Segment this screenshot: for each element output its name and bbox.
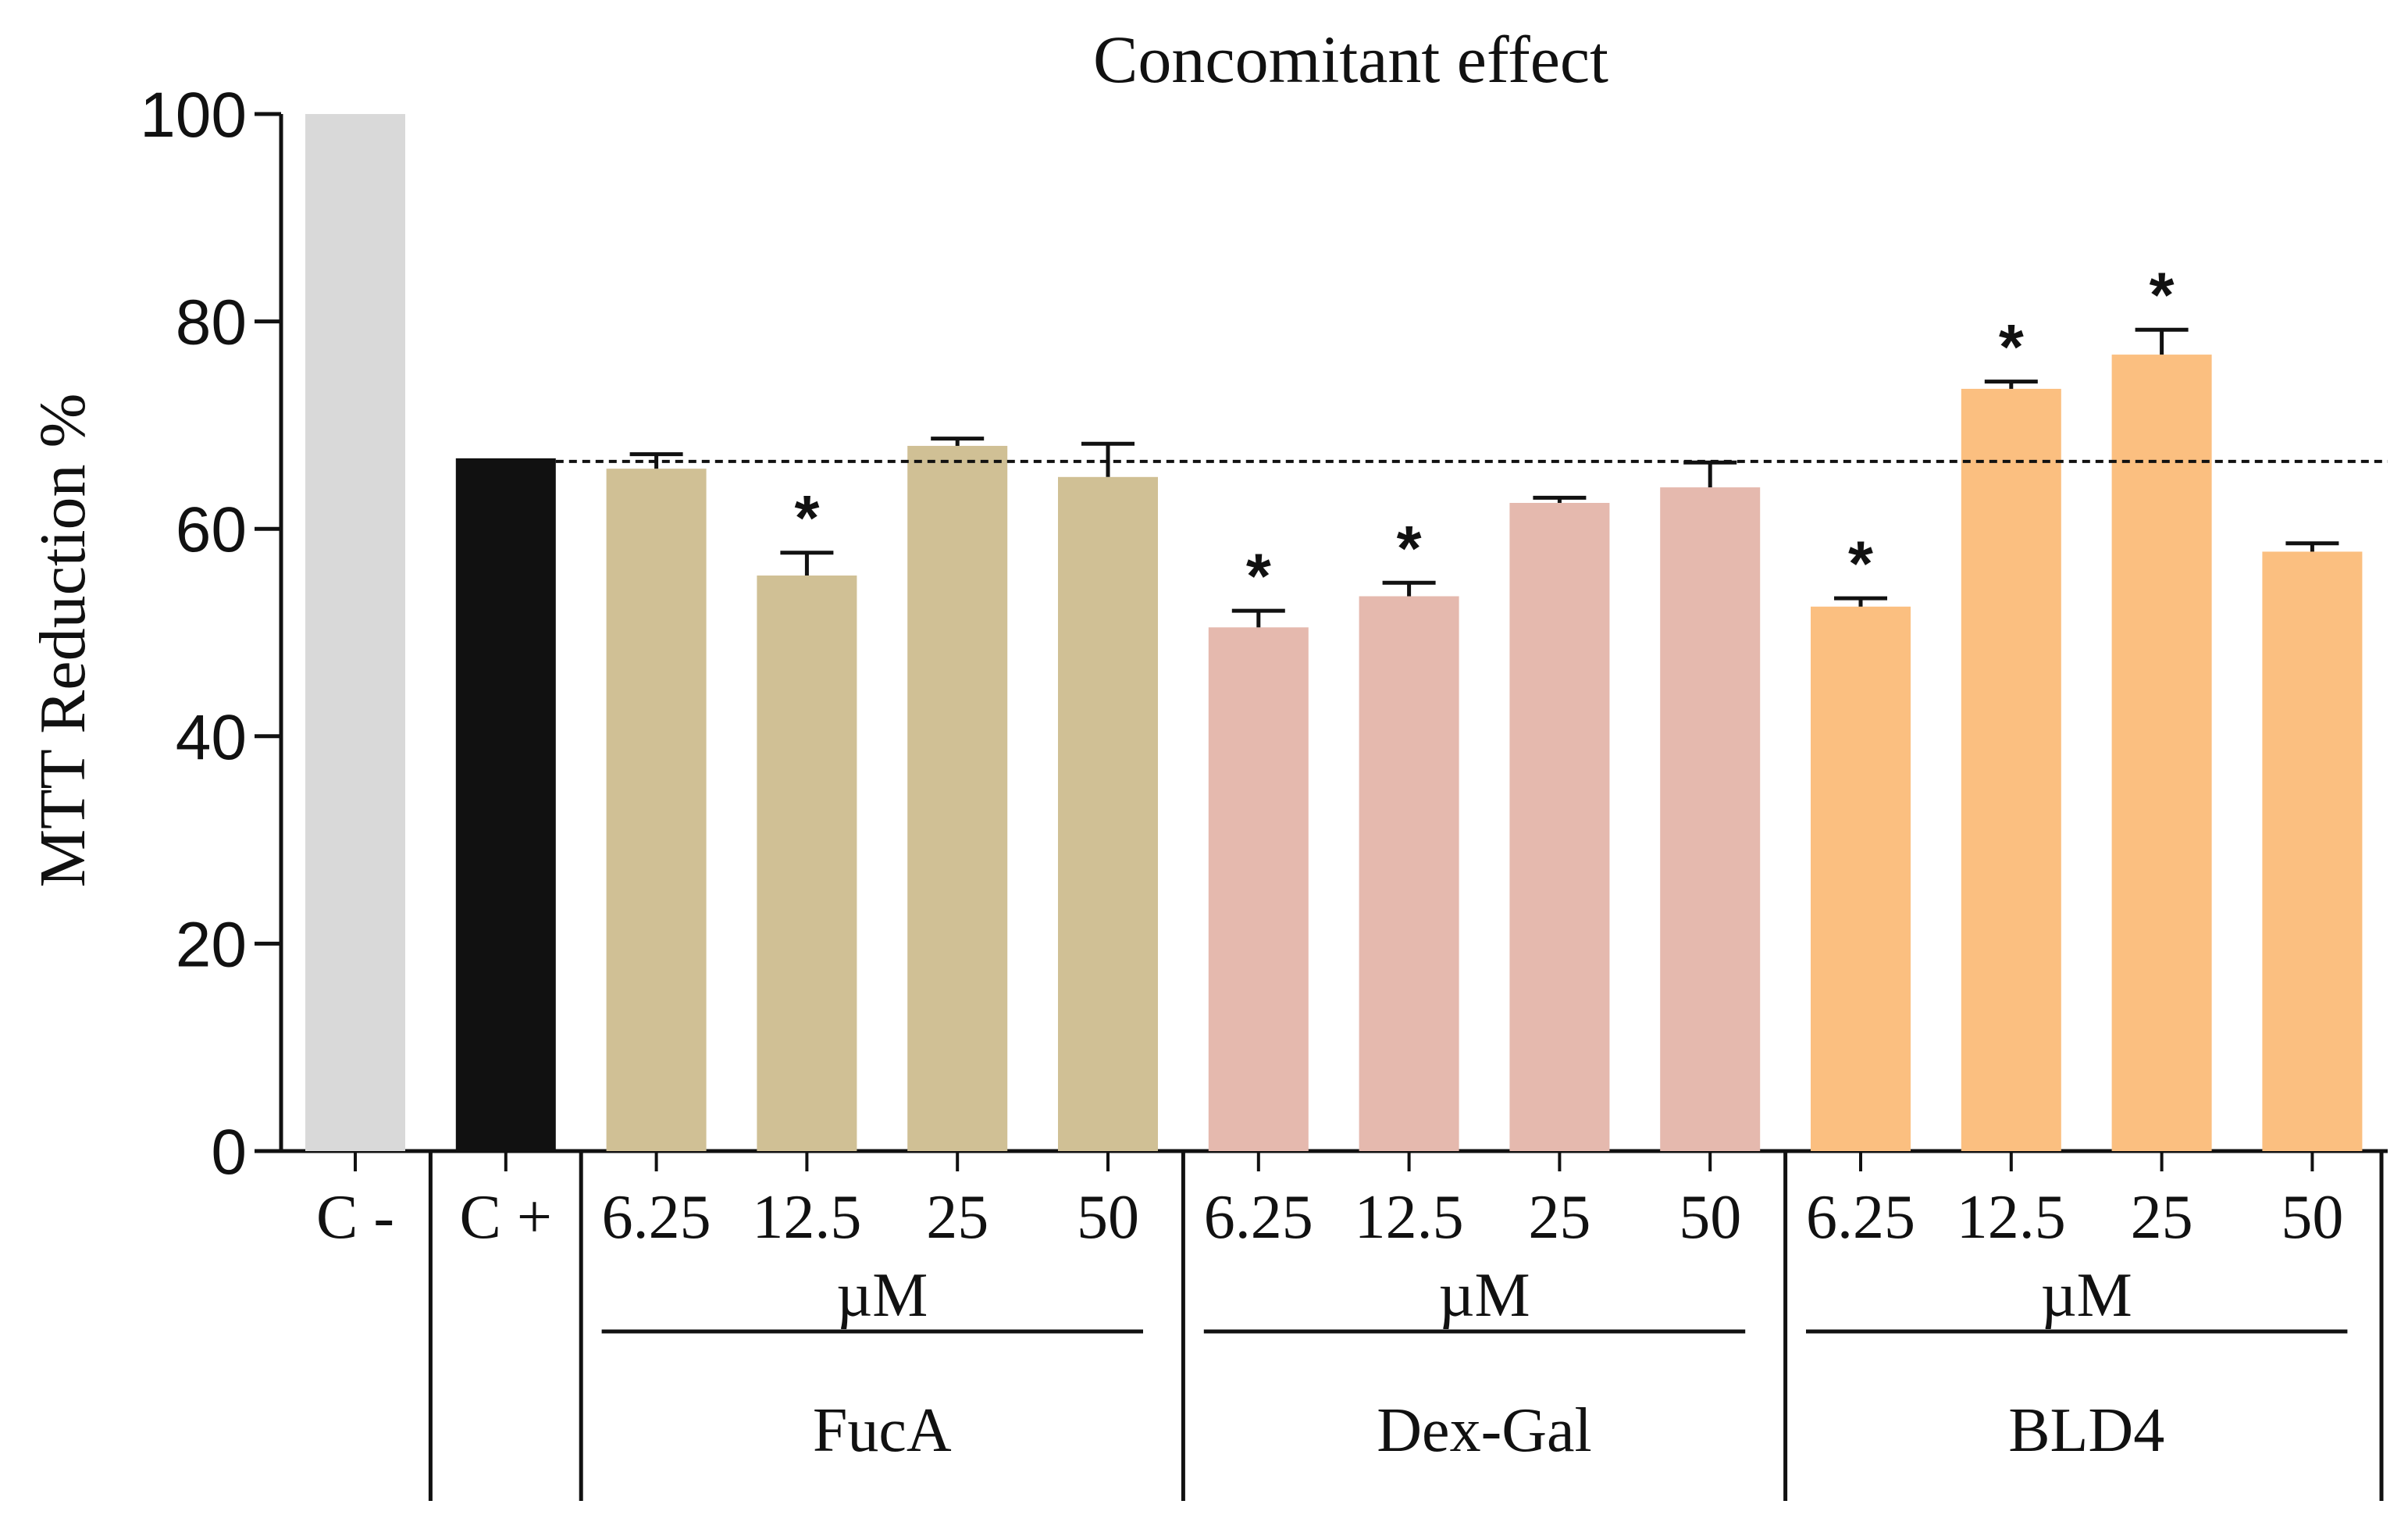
unit-label: µM [836, 1261, 928, 1330]
group-label: Dex-Gal [1377, 1396, 1591, 1465]
bar [455, 458, 556, 1151]
significance-marker: * [1397, 513, 1422, 584]
bar [1961, 388, 2061, 1151]
bar [1509, 503, 1610, 1151]
bar [907, 445, 1008, 1151]
x-tick-label: C - [316, 1183, 394, 1252]
x-tick-label: 6.25 [1204, 1183, 1313, 1252]
x-tick-label: 12.5 [1355, 1183, 1464, 1252]
bar [305, 114, 405, 1151]
y-tick-label: 80 [176, 287, 247, 358]
significance-marker: * [2150, 260, 2175, 331]
bar [1058, 476, 1158, 1151]
significance-marker: * [1848, 529, 1873, 600]
bar [1811, 606, 1911, 1151]
unit-label: µM [1438, 1261, 1530, 1330]
bar [2262, 551, 2363, 1151]
bar [1359, 596, 1459, 1151]
x-tick-label: 50 [1077, 1183, 1139, 1252]
significance-marker: * [1246, 541, 1271, 612]
chart-title: Concomitant effect [1093, 22, 1608, 97]
x-tick-label: 6.25 [1806, 1183, 1915, 1252]
unit-label: µM [2041, 1261, 2132, 1330]
bar [2111, 355, 2212, 1151]
y-tick-label: 20 [176, 909, 247, 980]
bar [1208, 627, 1309, 1151]
x-tick-label: 25 [1528, 1183, 1590, 1252]
y-axis-label: MTT Reduction % [27, 393, 99, 887]
x-tick-label: 6.25 [602, 1183, 711, 1252]
x-tick-label: 12.5 [752, 1183, 861, 1252]
y-tick-label: 0 [211, 1117, 247, 1188]
plot-area: 0 20 40 60 80 100 C - C + 6.25 * 12.5 25 50 * 6.25 * 12.… [140, 80, 2388, 1501]
bar [757, 575, 857, 1151]
significance-marker: * [794, 483, 819, 554]
x-tick-label: 50 [2281, 1183, 2343, 1252]
y-tick-label: 40 [176, 702, 247, 773]
significance-marker: * [1999, 312, 2024, 383]
y-tick-label: 100 [140, 80, 247, 151]
group-label: BLD4 [2008, 1396, 2164, 1465]
x-tick-label: 12.5 [1957, 1183, 2066, 1252]
y-tick-label: 60 [176, 494, 247, 565]
x-tick-label: C + [460, 1183, 552, 1252]
x-tick-label: 25 [926, 1183, 988, 1252]
x-tick-label: 50 [1679, 1183, 1741, 1252]
bar [606, 469, 707, 1151]
group-label: FucA [813, 1396, 952, 1465]
bar [1660, 487, 1761, 1151]
x-tick-label: 25 [2131, 1183, 2193, 1252]
